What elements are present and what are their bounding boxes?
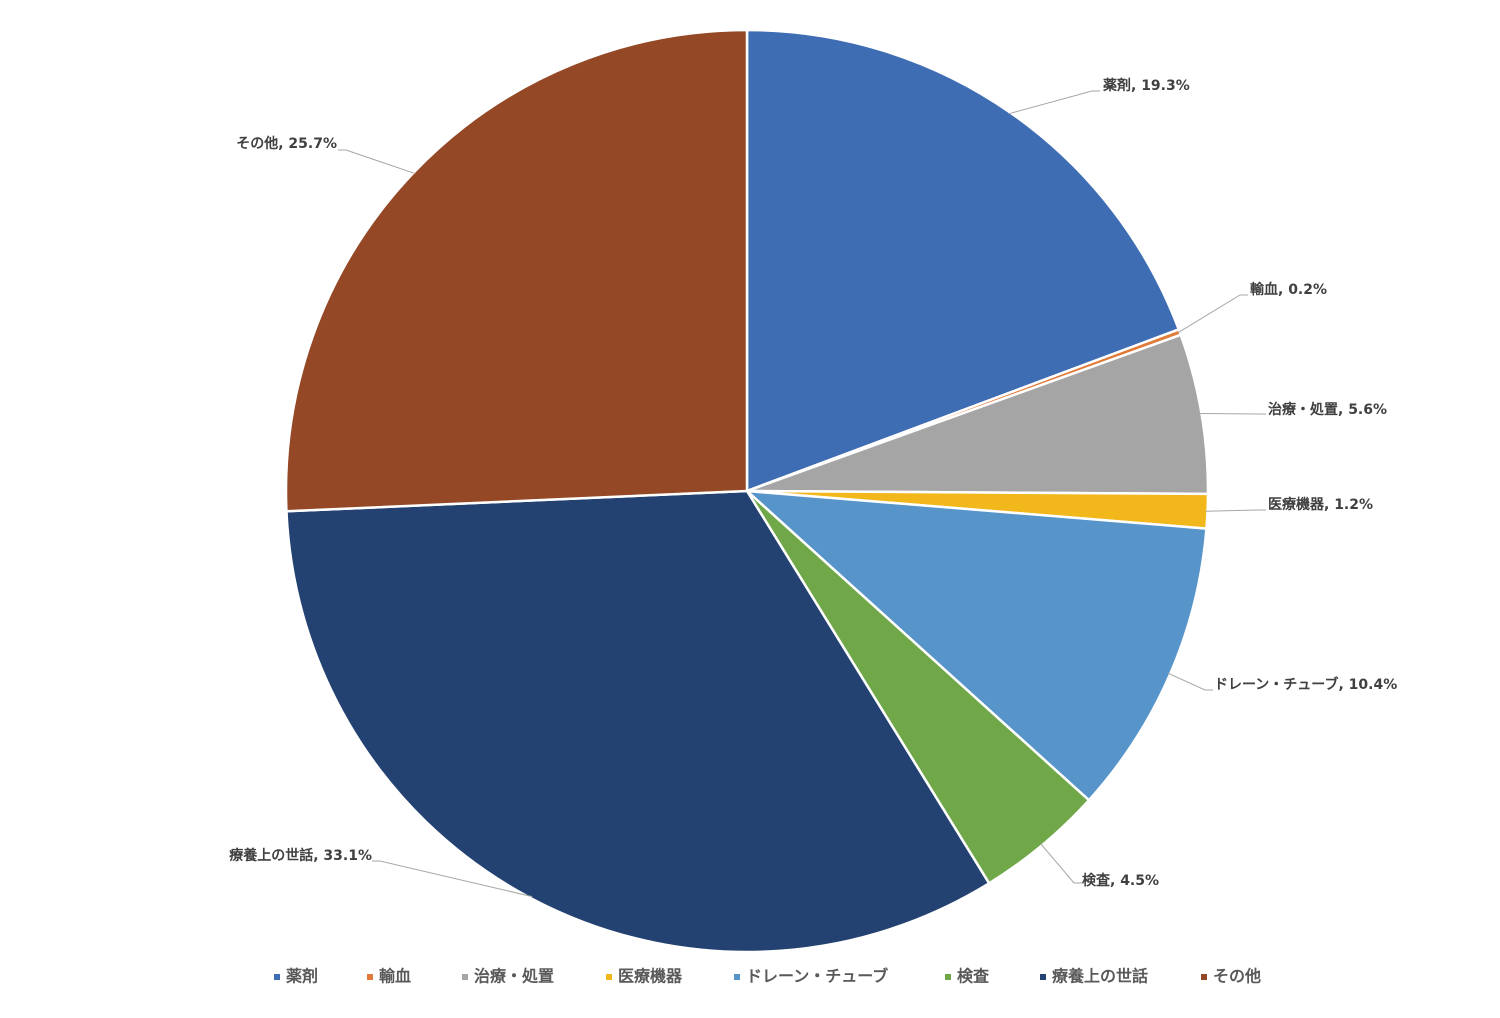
pie-slice-1: [745, 28, 1180, 493]
legend-swatch-7: [1040, 974, 1046, 980]
legend-swatch-3: [462, 974, 468, 980]
legend-swatch-2: [367, 974, 373, 980]
legend-swatch-5: [734, 974, 740, 980]
leader-line-3: [1199, 413, 1266, 415]
pie-slice-8: [284, 28, 749, 513]
leader-line-7: [372, 860, 533, 898]
data-label-8: その他, 25.7%: [236, 135, 337, 152]
legend-label-6: 検査: [957, 967, 989, 986]
data-label-2: 輸血, 0.2%: [1250, 281, 1327, 298]
leader-lines: [338, 90, 1266, 898]
leader-line-4: [1205, 509, 1266, 512]
legend-swatch-8: [1201, 974, 1207, 980]
data-labels: 薬剤, 19.3% 輸血, 0.2% 治療・処置, 5.6% 医療機器, 1.2% ドレ…: [229, 77, 1397, 889]
pie-slices: [284, 28, 1210, 954]
legend-label-8: その他: [1213, 967, 1261, 986]
pie-slice-7: [285, 489, 991, 954]
leader-line-1: [1008, 90, 1100, 115]
data-label-3: 治療・処置, 5.6%: [1268, 401, 1387, 418]
legend-swatch-4: [606, 974, 612, 980]
leader-line-5: [1167, 672, 1213, 691]
data-label-1: 薬剤, 19.3%: [1103, 77, 1190, 94]
legend-swatch-6: [945, 974, 951, 980]
legend-label-1: 薬剤: [285, 967, 318, 986]
legend-label-3: 治療・処置: [474, 967, 554, 986]
data-label-6: 検査, 4.5%: [1082, 872, 1159, 889]
legend-label-5: ドレーン・チューブ: [746, 967, 888, 986]
data-label-5: ドレーン・チューブ, 10.4%: [1214, 676, 1397, 693]
leader-line-8: [338, 149, 416, 175]
data-label-4: 医療機器, 1.2%: [1268, 496, 1373, 513]
leader-line-6: [1040, 843, 1082, 884]
legend-swatch-1: [274, 974, 280, 980]
leader-line-2: [1177, 294, 1248, 334]
legend: 薬剤 輸血 治療・処置 医療機器 ドレーン・チューブ 検査 療養上の世話 その他: [274, 967, 1261, 986]
legend-label-7: 療養上の世話: [1052, 967, 1148, 986]
legend-label-4: 医療機器: [618, 967, 683, 986]
legend-label-2: 輸血: [379, 967, 411, 986]
data-label-7: 療養上の世話, 33.1%: [229, 847, 372, 864]
